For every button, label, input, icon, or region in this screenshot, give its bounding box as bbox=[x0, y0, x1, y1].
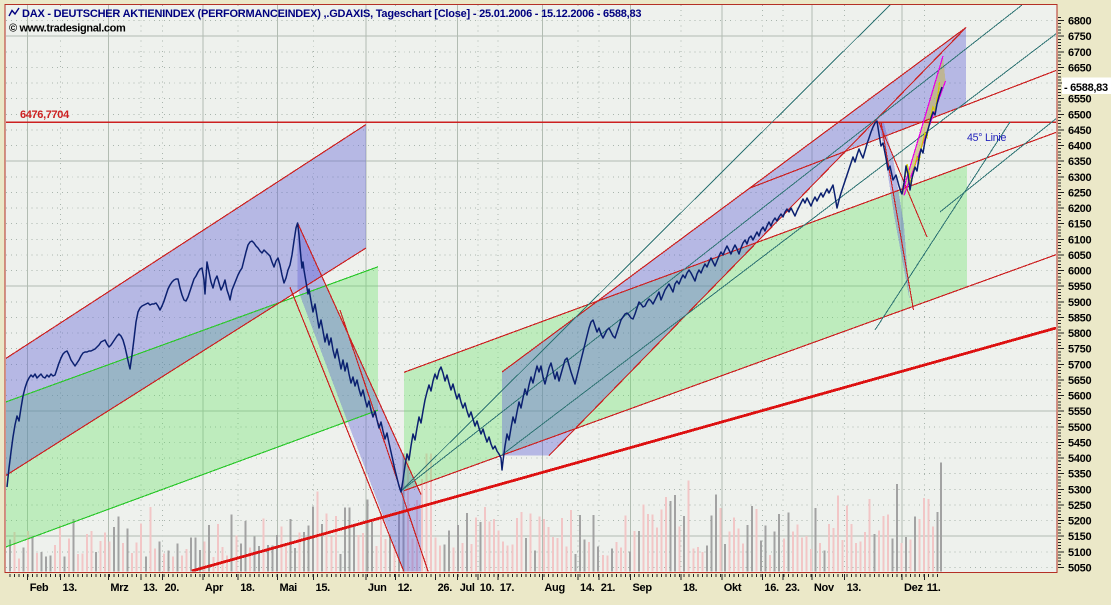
svg-text:Sep: Sep bbox=[633, 582, 653, 594]
svg-text:5400: 5400 bbox=[1068, 453, 1091, 465]
svg-text:6750: 6750 bbox=[1068, 31, 1091, 43]
svg-text:45° Linie: 45° Linie bbox=[967, 132, 1006, 144]
svg-text:6250: 6250 bbox=[1068, 188, 1091, 200]
svg-text:20.: 20. bbox=[165, 582, 180, 594]
svg-text:5350: 5350 bbox=[1068, 469, 1091, 481]
svg-text:- 6588,83: - 6588,83 bbox=[1064, 82, 1108, 94]
svg-text:17.: 17. bbox=[500, 582, 515, 594]
svg-text:26.: 26. bbox=[438, 582, 453, 594]
svg-text:Jun: Jun bbox=[368, 582, 387, 594]
svg-text:5750: 5750 bbox=[1068, 344, 1091, 356]
svg-text:5700: 5700 bbox=[1068, 359, 1091, 371]
svg-text:5500: 5500 bbox=[1068, 422, 1091, 434]
svg-text:5550: 5550 bbox=[1068, 406, 1091, 418]
svg-text:6550: 6550 bbox=[1068, 94, 1091, 106]
svg-text:5300: 5300 bbox=[1068, 484, 1091, 496]
svg-text:6050: 6050 bbox=[1068, 250, 1091, 262]
svg-text:5450: 5450 bbox=[1068, 437, 1091, 449]
svg-text:Okt: Okt bbox=[724, 582, 742, 594]
svg-text:23.: 23. bbox=[785, 582, 800, 594]
svg-text:18.: 18. bbox=[240, 582, 255, 594]
svg-text:10.: 10. bbox=[480, 582, 495, 594]
svg-text:6200: 6200 bbox=[1068, 203, 1091, 215]
svg-text:Aug: Aug bbox=[544, 582, 564, 594]
svg-text:6800: 6800 bbox=[1068, 16, 1091, 28]
svg-text:6476,7704: 6476,7704 bbox=[20, 109, 70, 121]
svg-text:Nov: Nov bbox=[814, 582, 835, 594]
svg-text:5600: 5600 bbox=[1068, 391, 1091, 403]
svg-text:5900: 5900 bbox=[1068, 297, 1091, 309]
svg-text:13.: 13. bbox=[143, 582, 158, 594]
svg-text:6150: 6150 bbox=[1068, 219, 1091, 231]
svg-text:5150: 5150 bbox=[1068, 531, 1091, 543]
svg-text:5100: 5100 bbox=[1068, 547, 1091, 559]
svg-text:15.: 15. bbox=[316, 582, 331, 594]
svg-text:Dez: Dez bbox=[904, 582, 923, 594]
svg-text:Mrz: Mrz bbox=[110, 582, 129, 594]
svg-text:© www.tradesignal.com: © www.tradesignal.com bbox=[9, 23, 126, 35]
svg-text:6000: 6000 bbox=[1068, 266, 1091, 278]
svg-text:5800: 5800 bbox=[1068, 328, 1091, 340]
svg-text:12.: 12. bbox=[398, 582, 413, 594]
svg-text:5200: 5200 bbox=[1068, 516, 1091, 528]
svg-text:6100: 6100 bbox=[1068, 234, 1091, 246]
svg-text:5050: 5050 bbox=[1068, 562, 1091, 574]
svg-text:6300: 6300 bbox=[1068, 172, 1091, 184]
svg-text:Jul: Jul bbox=[460, 582, 475, 594]
svg-text:14.: 14. bbox=[580, 582, 595, 594]
svg-text:6700: 6700 bbox=[1068, 47, 1091, 59]
svg-text:Feb: Feb bbox=[30, 582, 49, 594]
svg-text:6650: 6650 bbox=[1068, 63, 1091, 75]
svg-text:DAX - DEUTSCHER AKTIENINDEX (: DAX - DEUTSCHER AKTIENINDEX (PERFORMANCE… bbox=[22, 8, 641, 20]
svg-text:16.: 16. bbox=[764, 582, 779, 594]
svg-text:6400: 6400 bbox=[1068, 141, 1091, 153]
svg-text:5250: 5250 bbox=[1068, 500, 1091, 512]
svg-text:11.: 11. bbox=[927, 582, 941, 594]
svg-text:Mai: Mai bbox=[280, 582, 298, 594]
svg-text:6500: 6500 bbox=[1068, 109, 1091, 121]
svg-text:21.: 21. bbox=[601, 582, 616, 594]
svg-text:5650: 5650 bbox=[1068, 375, 1091, 387]
svg-text:6350: 6350 bbox=[1068, 156, 1091, 168]
svg-text:18.: 18. bbox=[683, 582, 698, 594]
svg-text:6450: 6450 bbox=[1068, 125, 1091, 137]
svg-text:Apr: Apr bbox=[205, 582, 224, 594]
svg-text:13.: 13. bbox=[847, 582, 862, 594]
svg-text:13.: 13. bbox=[63, 582, 78, 594]
svg-text:5950: 5950 bbox=[1068, 281, 1091, 293]
svg-text:5850: 5850 bbox=[1068, 312, 1091, 324]
